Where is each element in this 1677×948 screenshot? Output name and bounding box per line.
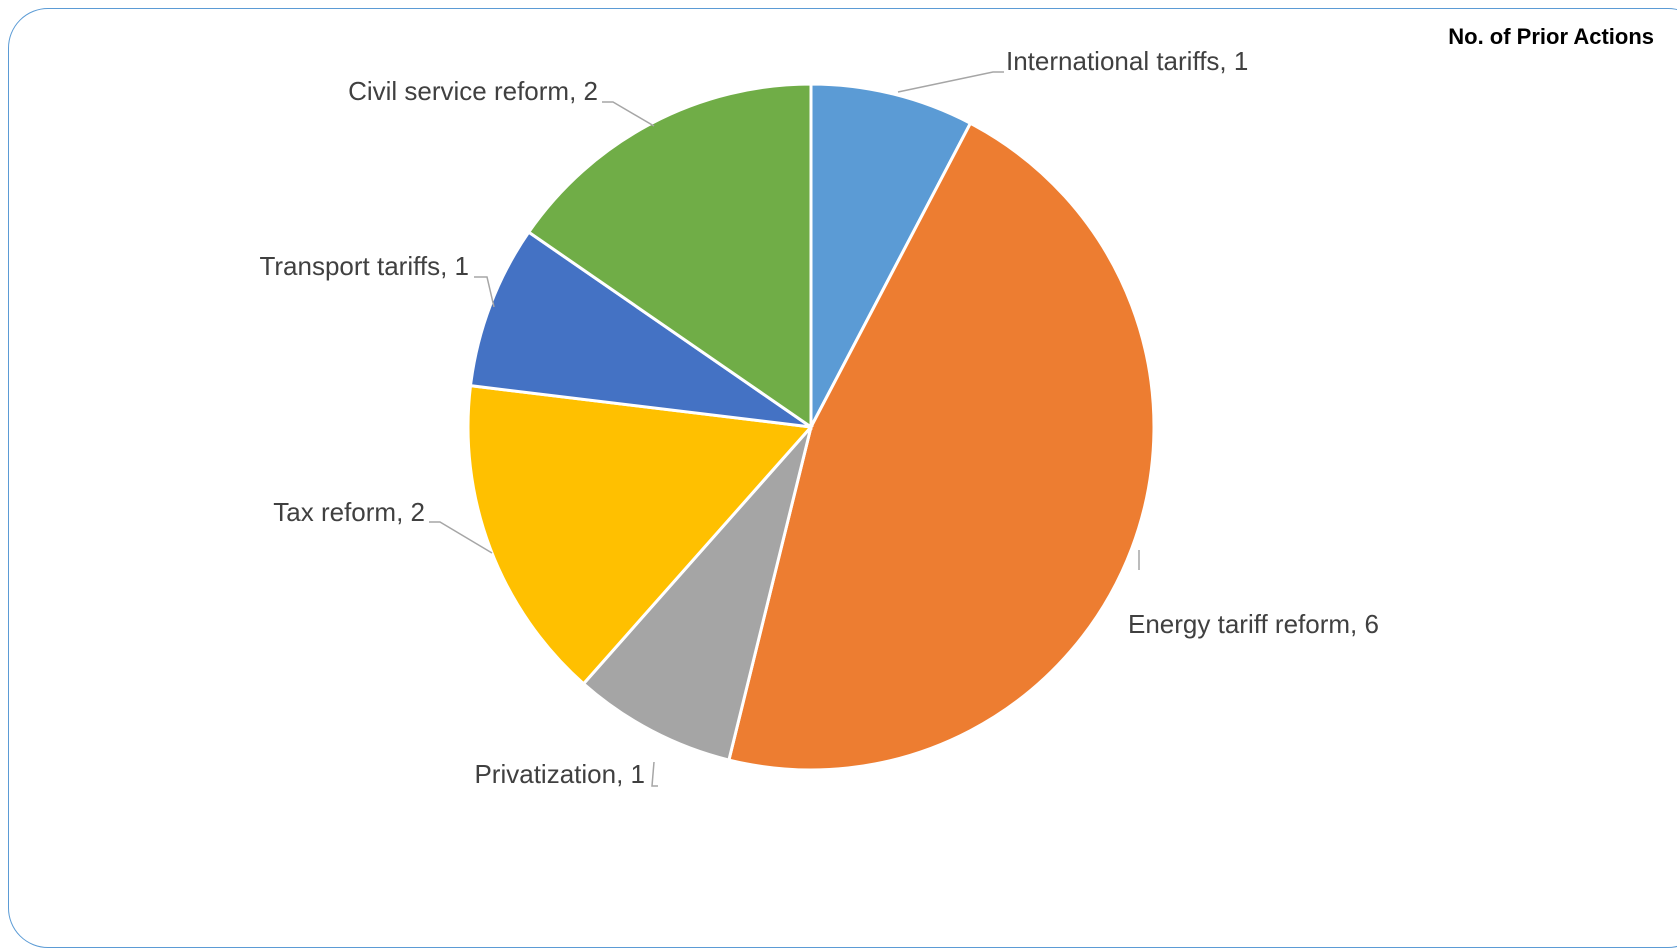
pie-slice-international-tariffs — [809, 82, 973, 428]
slice-label-energy-tariff-reform: Energy tariff reform, 6 — [1128, 609, 1379, 639]
pie-slices — [466, 82, 1156, 772]
slice-label-tax-reform: Tax reform, 2 — [273, 497, 425, 527]
slice-label-international-tariffs: International tariffs, 1 — [1006, 46, 1248, 76]
chart-title: No. of Prior Actions — [1448, 24, 1654, 49]
pie-chart: No. of Prior Actions International tarif… — [259, 24, 1654, 789]
leader-line-international-tariffs — [897, 71, 1004, 93]
leader-line-transport-tariffs — [474, 276, 495, 308]
leader-line-privatization — [651, 761, 658, 787]
pie-slice-privatization — [581, 426, 813, 762]
pie-slice-energy-tariff-reform — [727, 121, 1156, 772]
pie-slice-civil-service-reform — [526, 82, 813, 430]
slice-label-civil-service-reform: Civil service reform, 2 — [348, 76, 598, 106]
slice-labels: International tariffs, 1 Energy tariff re… — [259, 46, 1378, 789]
leader-line-civil-service-reform — [602, 101, 655, 127]
slice-label-transport-tariffs: Transport tariffs, 1 — [259, 251, 469, 281]
slice-label-privatization: Privatization, 1 — [474, 759, 645, 789]
leader-lines — [429, 71, 1140, 787]
pie-slice-tax-reform — [466, 383, 815, 686]
leader-line-tax-reform — [429, 521, 493, 554]
pie-slice-transport-tariffs — [468, 230, 812, 429]
